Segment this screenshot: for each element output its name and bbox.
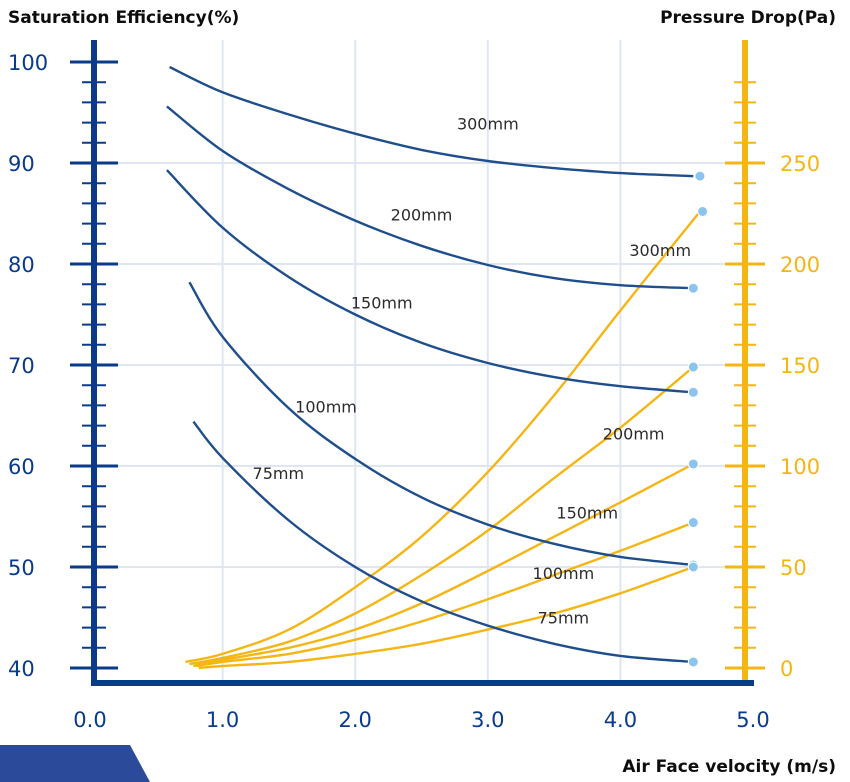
left-tick-label-50: 50 bbox=[8, 556, 35, 580]
efficiency-label-100mm: 100mm bbox=[295, 397, 357, 416]
efficiency-label-200mm: 200mm bbox=[391, 206, 453, 225]
x-tick-label-0.0: 0.0 bbox=[73, 708, 106, 732]
x-axis-title: Air Face velocity (m/s) bbox=[622, 757, 836, 777]
efficiency-marker-0 bbox=[694, 170, 706, 182]
left-tick-label-40: 40 bbox=[8, 657, 35, 681]
efficiency-marker-1 bbox=[687, 282, 699, 294]
left-tick-label-80: 80 bbox=[8, 253, 35, 277]
x-tick-label-2.0: 2.0 bbox=[338, 708, 371, 732]
x-axis-bar bbox=[91, 680, 754, 686]
left-axis-title: Saturation Efficiency(%) bbox=[8, 8, 239, 28]
efficiency-marker-4 bbox=[687, 656, 699, 668]
left-tick-label-100: 100 bbox=[8, 51, 48, 75]
pressure-marker-4 bbox=[687, 561, 699, 573]
pressure-label-100mm: 100mm bbox=[533, 564, 595, 583]
right-axis: 0 50 100 150 200 250 bbox=[725, 40, 820, 681]
labels: 300mm 200mm 150mm 100mm 75mm 300mm 200mm 150mm 1… bbox=[253, 115, 692, 628]
x-axis: 0.0 1.0 2.0 3.0 4.0 5.0 bbox=[73, 680, 770, 732]
corner-band bbox=[0, 745, 150, 782]
right-tick-label-200: 200 bbox=[780, 253, 820, 277]
efficiency-marker-2 bbox=[687, 386, 699, 398]
right-tick-label-0: 0 bbox=[780, 657, 793, 681]
left-axis-bar bbox=[91, 40, 97, 684]
right-tick-label-250: 250 bbox=[780, 152, 820, 176]
efficiency-label-75mm: 75mm bbox=[253, 464, 305, 483]
efficiency-line-300mm bbox=[169, 65, 694, 178]
pressure-line-300mm bbox=[185, 210, 701, 664]
right-tick-label-50: 50 bbox=[780, 556, 807, 580]
x-tick-label-3.0: 3.0 bbox=[471, 708, 504, 732]
efficiency-line-75mm bbox=[192, 420, 694, 664]
pressure-marker-3 bbox=[687, 517, 699, 529]
efficiency-line-200mm bbox=[166, 105, 694, 290]
pressure-line-100mm bbox=[195, 521, 694, 668]
left-tick-label-60: 60 bbox=[8, 455, 35, 479]
right-tick-label-100: 100 bbox=[780, 455, 820, 479]
right-axis-title: Pressure Drop(Pa) bbox=[660, 8, 836, 28]
efficiency-line-100mm bbox=[188, 281, 694, 567]
efficiency-label-150mm: 150mm bbox=[351, 293, 413, 312]
left-tick-label-70: 70 bbox=[8, 354, 35, 378]
efficiency-label-300mm: 300mm bbox=[457, 115, 519, 134]
pressure-label-300mm: 300mm bbox=[629, 241, 691, 260]
efficiency-lines bbox=[166, 65, 694, 664]
grid bbox=[94, 40, 745, 680]
x-tick-label-5.0: 5.0 bbox=[736, 708, 769, 732]
pressure-line-200mm bbox=[189, 366, 695, 666]
pressure-label-150mm: 150mm bbox=[556, 504, 618, 523]
efficiency-line-150mm bbox=[166, 169, 694, 394]
pressure-lines bbox=[185, 210, 701, 670]
pressure-label-75mm: 75mm bbox=[538, 609, 590, 628]
pressure-marker-1 bbox=[687, 361, 699, 373]
x-tick-label-1.0: 1.0 bbox=[206, 708, 239, 732]
left-tick-label-90: 90 bbox=[8, 152, 35, 176]
pressure-line-75mm bbox=[198, 565, 694, 670]
right-tick-label-150: 150 bbox=[780, 354, 820, 378]
pressure-label-200mm: 200mm bbox=[603, 425, 665, 444]
markers bbox=[687, 170, 709, 668]
pressure-line-150mm bbox=[193, 462, 694, 668]
pressure-marker-0 bbox=[697, 205, 709, 217]
right-axis-bar bbox=[742, 40, 748, 680]
x-tick-label-4.0: 4.0 bbox=[604, 708, 637, 732]
pressure-marker-2 bbox=[687, 458, 699, 470]
left-axis: 40 50 60 70 80 90 100 bbox=[8, 40, 118, 684]
